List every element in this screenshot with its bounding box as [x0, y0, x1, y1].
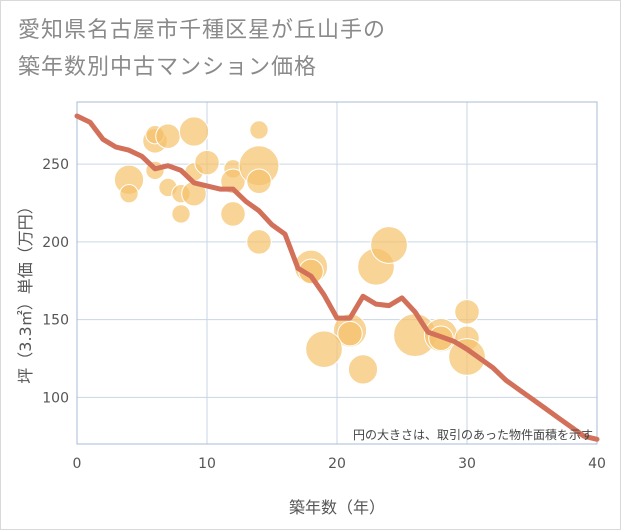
bubble-point	[220, 201, 246, 227]
bubble-point	[370, 226, 408, 264]
bubble-point	[155, 123, 181, 149]
bubble-point	[337, 320, 363, 347]
bubble-point	[454, 299, 480, 325]
plot-area-border	[76, 101, 598, 445]
trend-line	[74, 113, 600, 442]
bubble-point	[246, 168, 272, 195]
bubble-point	[249, 120, 269, 140]
x-axis-label: 築年数（年）	[289, 498, 385, 517]
axis-ticks: 0 10 20 30 40 100 150 200 250	[42, 157, 606, 472]
y-tick-label: 150	[42, 313, 69, 329]
chart-title-line2: 築年数別中古マンション価格	[18, 55, 318, 80]
x-tick-label: 0	[73, 456, 82, 472]
x-tick-label: 40	[588, 456, 606, 472]
x-tick-label: 10	[198, 456, 216, 472]
bubble-point	[119, 184, 139, 204]
y-tick-label: 200	[42, 235, 69, 251]
y-tick-label: 250	[42, 157, 69, 173]
bubble-point	[347, 354, 379, 385]
bubble-point	[178, 116, 210, 147]
bubble-point	[448, 338, 486, 376]
y-axis-label: 坪（3.3㎡）単価（万円）	[16, 198, 35, 383]
bubble-point	[194, 149, 220, 176]
bubble-point	[246, 229, 272, 255]
x-tick-label: 20	[328, 456, 346, 472]
chart-title: 愛知県名古屋市千種区星が丘山手の 築年数別中古マンション価格	[18, 12, 386, 86]
x-tick-label: 30	[458, 456, 476, 472]
bubble-point	[305, 330, 343, 369]
y-tick-label: 100	[42, 390, 69, 406]
bubble-series	[113, 116, 486, 385]
chart-title-line1: 愛知県名古屋市千種区星が丘山手の	[18, 18, 387, 43]
bubble-point	[171, 204, 191, 224]
bubble-size-note: 円の大きさは、取引のあった物件面積を示す	[353, 427, 593, 442]
